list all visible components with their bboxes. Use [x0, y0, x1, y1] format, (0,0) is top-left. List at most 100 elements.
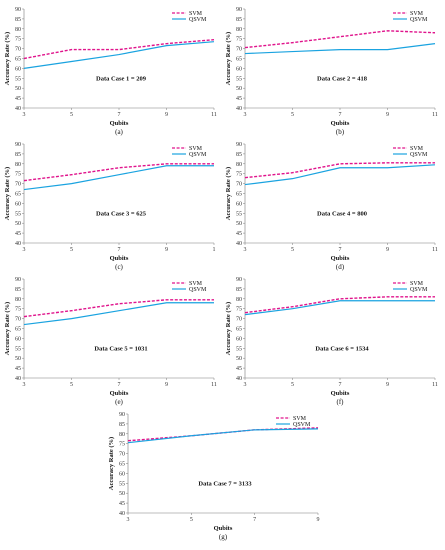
- y-tick-label: 45: [236, 366, 242, 372]
- legend-label-qsvm: QSVM: [189, 17, 207, 23]
- y-tick-label: 90: [236, 142, 242, 148]
- x-tick-label: 3: [244, 382, 247, 388]
- y-tick-label: 60: [236, 336, 242, 342]
- y-tick-label: 80: [236, 297, 242, 303]
- subfigure-label: (g): [219, 533, 228, 541]
- y-tick-label: 65: [236, 192, 242, 198]
- y-tick-label: 60: [15, 201, 21, 207]
- legend-label-svm: SVM: [410, 146, 424, 152]
- legend-label-svm: SVM: [410, 11, 424, 17]
- legend-label-svm: SVM: [410, 281, 424, 287]
- subfigure-label: (f): [337, 398, 345, 406]
- x-tick-label: 9: [165, 247, 168, 253]
- y-tick-label: 65: [236, 327, 242, 333]
- x-axis-title: Qubits: [110, 120, 129, 127]
- x-tick-label: 3: [244, 112, 247, 118]
- x-tick-label: 5: [70, 247, 73, 253]
- y-tick-label: 45: [15, 231, 21, 237]
- y-tick-label: 90: [15, 7, 21, 13]
- x-axis-title: Qubits: [110, 255, 129, 262]
- y-tick-label: 45: [15, 96, 21, 102]
- y-tick-label: 80: [236, 162, 242, 168]
- x-tick-label: 5: [291, 382, 294, 388]
- legend-label-svm: SVM: [189, 11, 203, 17]
- y-tick-label: 85: [236, 287, 242, 293]
- x-tick-label: 9: [165, 112, 168, 118]
- x-tick-label: 11: [211, 112, 217, 118]
- x-tick-label: 3: [23, 112, 26, 118]
- y-tick-label: 60: [15, 66, 21, 72]
- y-axis-title: Accuracy Rate (%): [4, 302, 11, 355]
- y-tick-label: 70: [15, 47, 21, 53]
- data-case-label: Data Case 1 = 209: [96, 75, 147, 82]
- legend-label-qsvm: QSVM: [410, 17, 428, 23]
- x-tick-label: 5: [291, 112, 294, 118]
- legend-label-svm: SVM: [293, 416, 307, 422]
- y-tick-label: 85: [15, 17, 21, 23]
- x-tick-label: 5: [291, 247, 294, 253]
- y-tick-label: 65: [119, 462, 125, 468]
- x-tick-label: 7: [118, 382, 121, 388]
- y-axis-title: Accuracy Rate (%): [4, 167, 11, 220]
- data-case-label: Data Case 5 = 1031: [94, 345, 147, 352]
- y-tick-label: 55: [236, 76, 242, 82]
- chart-panel-g: 40 45 50 55 60 65 70 75 80 85 90 3 5 7 9 SVM QSVM Data Ca…: [106, 408, 326, 543]
- legend-label-qsvm: QSVM: [410, 152, 428, 158]
- y-tick-label: 70: [15, 317, 21, 323]
- series-line-qsvm: [127, 428, 319, 444]
- x-tick-label: 1: [213, 247, 216, 253]
- series-line-qsvm: [23, 41, 215, 69]
- y-tick-label: 50: [15, 86, 21, 92]
- y-tick-label: 75: [236, 172, 242, 178]
- y-tick-label: 70: [236, 317, 242, 323]
- y-axis-title: Accuracy Rate (%): [4, 32, 11, 85]
- y-tick-label: 50: [119, 491, 125, 497]
- x-tick-label: 5: [70, 382, 73, 388]
- y-tick-label: 40: [236, 241, 242, 247]
- x-axis-title: Qubits: [331, 390, 350, 397]
- y-tick-label: 40: [15, 376, 21, 382]
- y-tick-label: 75: [15, 37, 21, 43]
- x-tick-label: 7: [339, 247, 342, 253]
- x-tick-label: 11: [211, 382, 217, 388]
- y-axis-title: Accuracy Rate (%): [225, 167, 232, 220]
- y-tick-label: 75: [15, 172, 21, 178]
- x-tick-label: 9: [165, 382, 168, 388]
- y-tick-label: 70: [236, 182, 242, 188]
- data-case-label: Data Case 4 = 800: [317, 210, 367, 217]
- y-tick-label: 70: [119, 452, 125, 458]
- y-tick-label: 75: [236, 307, 242, 313]
- series-line-svm: [23, 299, 214, 318]
- y-tick-label: 65: [15, 57, 21, 63]
- series-line-svm: [23, 38, 215, 60]
- y-tick-label: 75: [236, 37, 242, 43]
- legend-label-qsvm: QSVM: [293, 422, 311, 428]
- y-tick-label: 75: [15, 307, 21, 313]
- data-case-label: Data Case 3 = 625: [96, 210, 147, 217]
- subfigure-label: (a): [115, 128, 123, 136]
- subfigure-label: (c): [115, 263, 123, 271]
- x-tick-label: 11: [432, 247, 438, 253]
- chart-panel-d: 40 45 50 55 60 65 70 75 80 85 90 3 5 7 9 11 SVM QSVM Data …: [223, 138, 443, 273]
- y-tick-label: 50: [236, 221, 242, 227]
- subfigure-label: (e): [115, 398, 123, 406]
- y-tick-label: 80: [15, 27, 21, 33]
- y-tick-label: 60: [15, 336, 21, 342]
- y-tick-label: 45: [236, 96, 242, 102]
- chart-panel-c: 40 45 50 55 60 65 70 75 80 85 90 3 5 7 9 1 SVM QSVM Data C…: [2, 138, 222, 273]
- y-tick-label: 60: [119, 471, 125, 477]
- y-tick-label: 40: [15, 106, 21, 112]
- x-tick-label: 11: [432, 112, 438, 118]
- y-tick-label: 65: [236, 57, 242, 63]
- y-tick-label: 40: [15, 241, 21, 247]
- x-tick-label: 9: [386, 112, 389, 118]
- y-tick-label: 50: [15, 221, 21, 227]
- x-tick-label: 5: [70, 112, 73, 118]
- legend-label-qsvm: QSVM: [189, 287, 207, 293]
